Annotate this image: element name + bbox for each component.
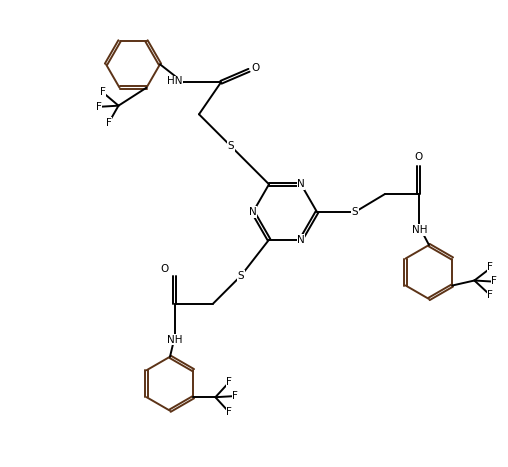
Text: N: N: [249, 207, 257, 217]
Text: O: O: [415, 152, 423, 162]
Text: F: F: [488, 290, 493, 300]
Text: F: F: [233, 391, 238, 401]
Text: NH: NH: [412, 225, 428, 235]
Text: HN: HN: [167, 76, 182, 86]
Text: F: F: [491, 276, 497, 286]
Text: F: F: [96, 102, 102, 112]
Text: S: S: [238, 271, 244, 281]
Text: F: F: [100, 87, 106, 97]
Text: F: F: [488, 262, 493, 273]
Text: F: F: [106, 118, 111, 127]
Text: NH: NH: [167, 335, 183, 345]
Text: S: S: [228, 142, 234, 151]
Text: O: O: [252, 64, 260, 73]
Text: O: O: [161, 264, 169, 274]
Text: F: F: [227, 377, 232, 387]
Text: S: S: [352, 207, 358, 217]
Text: N: N: [297, 179, 305, 189]
Text: F: F: [227, 407, 232, 417]
Text: N: N: [297, 235, 305, 245]
